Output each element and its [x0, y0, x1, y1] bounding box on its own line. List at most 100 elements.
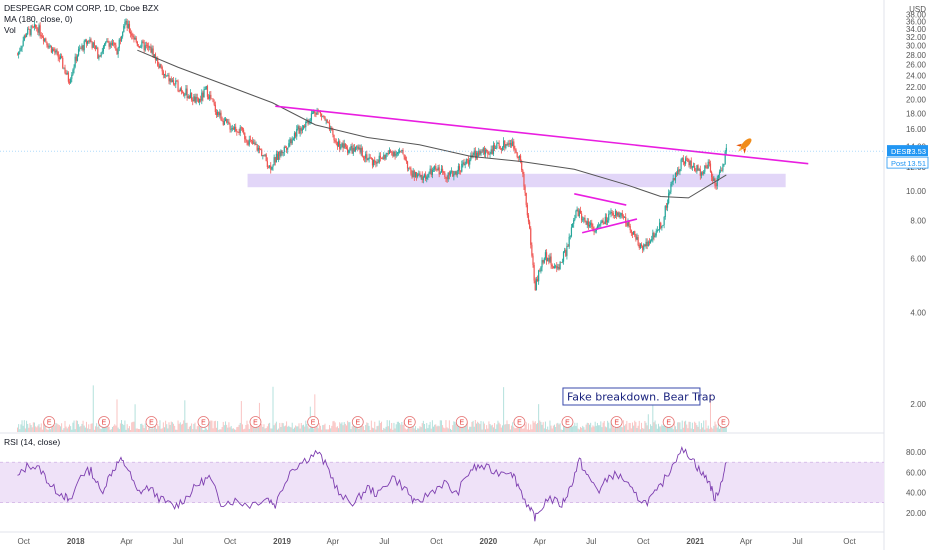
candle-body: [592, 226, 594, 230]
volume-indicator-label[interactable]: Vol: [4, 25, 16, 35]
volume-bar: [266, 426, 268, 432]
volume-bar: [156, 428, 158, 432]
candle-body: [536, 279, 539, 282]
candle-body: [573, 219, 575, 224]
volume-bar: [220, 429, 222, 432]
candle-body: [296, 128, 298, 137]
candle-body: [616, 211, 618, 216]
candle-body: [380, 157, 383, 159]
earnings-marker-label: E: [407, 420, 412, 427]
candle-body: [63, 67, 65, 69]
candle-body: [385, 154, 387, 159]
volume-bar: [579, 426, 581, 432]
volume-bar: [453, 421, 455, 432]
candle-body: [486, 149, 488, 152]
candle-body: [23, 35, 25, 41]
volume-bar: [358, 428, 360, 432]
candle-body: [117, 47, 119, 55]
volume-bar: [619, 421, 621, 432]
candle-body: [725, 147, 727, 152]
candle-body: [695, 170, 697, 172]
candle-body: [647, 241, 649, 247]
volume-bar: [52, 424, 54, 432]
rsi-indicator-label[interactable]: RSI (14, close): [4, 437, 61, 447]
candle-body: [155, 57, 158, 60]
candle-body: [444, 172, 446, 177]
candle-body: [681, 158, 683, 160]
candle-body: [567, 245, 569, 247]
volume-bar: [121, 420, 123, 432]
candle-body: [363, 157, 366, 159]
volume-bar: [444, 428, 446, 432]
candle-body: [575, 211, 577, 219]
candle-body: [264, 154, 266, 156]
candle-body: [386, 152, 388, 155]
volume-bar: [612, 425, 614, 432]
candle-body: [585, 221, 587, 225]
candle-body: [479, 150, 481, 155]
volume-bar: [280, 426, 282, 432]
volume-bar: [428, 424, 430, 432]
volume-bar: [151, 424, 153, 432]
candle-body: [108, 42, 110, 47]
volume-bar: [165, 420, 167, 432]
volume-bar: [35, 426, 37, 432]
candle-body: [224, 118, 227, 122]
candle-body: [167, 75, 169, 76]
candle-body: [347, 148, 349, 153]
candle-body: [403, 154, 405, 157]
candle-body: [399, 150, 401, 153]
candle-body: [281, 150, 283, 154]
volume-bar: [634, 420, 636, 432]
volume-bar: [611, 424, 613, 432]
volume-bar: [26, 420, 28, 432]
volume-bar: [429, 421, 431, 432]
volume-bar: [45, 422, 47, 432]
candle-body: [200, 99, 202, 101]
annotation-text: Fake breakdown. Bear Trap: [567, 391, 716, 404]
candle-body: [31, 26, 33, 27]
volume-bar: [625, 424, 627, 432]
candle-body: [106, 40, 108, 42]
volume-bar: [235, 429, 237, 432]
candle-body: [440, 168, 443, 173]
volume-bar: [657, 423, 659, 432]
candle-body: [290, 139, 292, 144]
candle-body: [456, 171, 458, 175]
volume-bar: [529, 429, 531, 432]
volume-bar: [504, 424, 506, 432]
candle-body: [90, 39, 92, 43]
volume-bar: [404, 428, 406, 432]
candle-body: [19, 50, 21, 52]
volume-bar: [203, 429, 205, 432]
volume-bar: [629, 422, 631, 432]
candle-body: [472, 154, 474, 157]
candle-body: [316, 111, 318, 115]
candle-body: [157, 57, 159, 66]
candle-body: [675, 172, 678, 175]
volume-bar: [369, 429, 371, 432]
volume-bar: [340, 423, 342, 432]
volume-bar: [561, 429, 563, 432]
volume-bar: [298, 423, 300, 432]
volume-bar: [223, 425, 225, 432]
candle-body: [446, 178, 448, 180]
earnings-marker: [249, 416, 262, 428]
volume-bar: [245, 425, 247, 432]
symbol-title[interactable]: DESPEGAR COM CORP, 1D, Cboe BZX: [4, 3, 159, 13]
candle-body: [233, 126, 236, 130]
ma-indicator-label[interactable]: MA (180, close, 0): [4, 14, 73, 24]
candle-body: [524, 186, 526, 193]
candle-body: [432, 169, 435, 171]
volume-bar: [159, 420, 161, 432]
candle-body: [413, 170, 415, 178]
candle-body: [21, 45, 23, 49]
candle-body: [197, 98, 199, 103]
candle-body: [660, 222, 662, 228]
candle-body: [248, 139, 250, 145]
candle-body: [391, 151, 393, 153]
candle-body: [304, 125, 306, 128]
candle-body: [193, 96, 195, 102]
price-tick-label: 36.00: [906, 18, 927, 27]
